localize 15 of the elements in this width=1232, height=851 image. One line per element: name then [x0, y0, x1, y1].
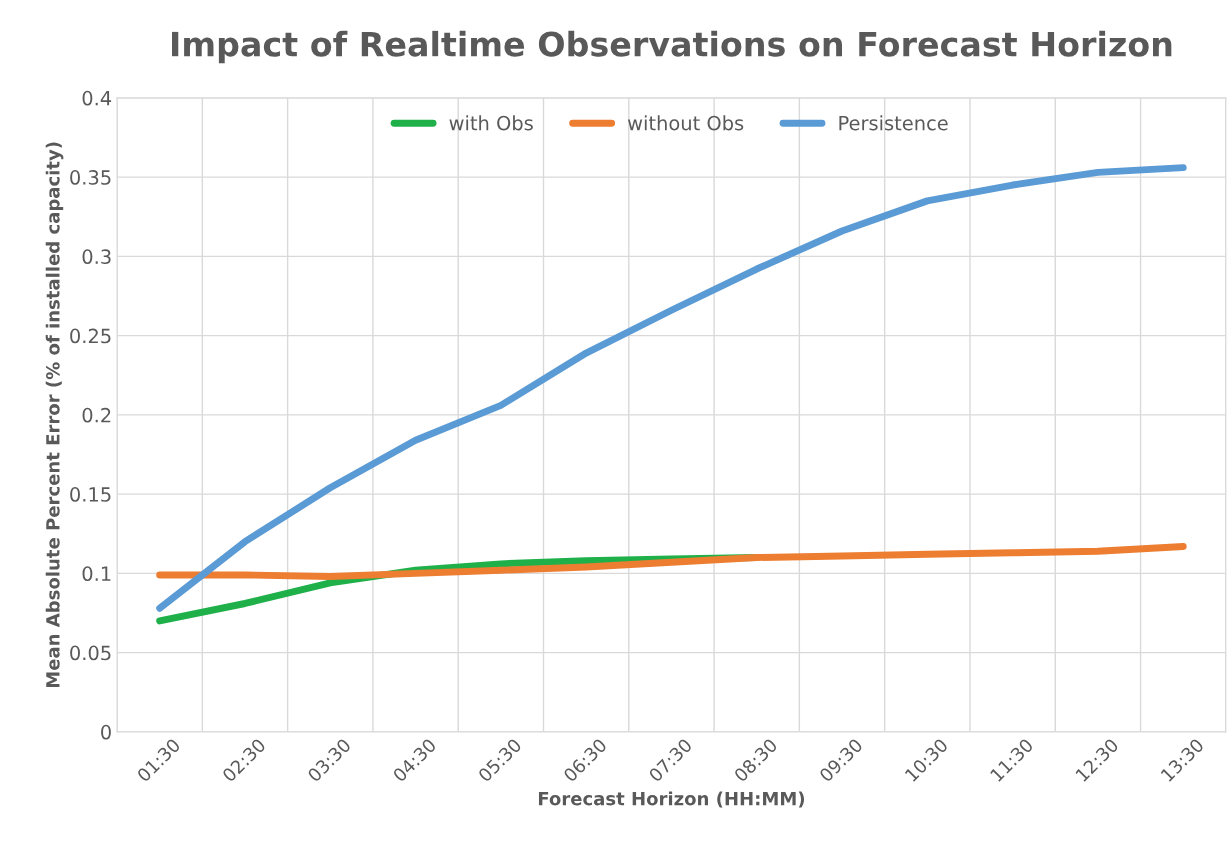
y-tick-label: 0.15 [70, 487, 111, 502]
x-axis-title: Forecast Horizon (HH:MM) [538, 791, 805, 808]
chart-title: Impact of Realtime Observations on Forecast Horizon [172, 30, 1172, 64]
y-tick-label: 0.2 [82, 407, 111, 423]
y-axis-title: Mean Absolute Percent Error (% of installed capacity) [45, 142, 64, 688]
legend-label: Persistence [839, 115, 948, 131]
y-tick-label: 0.4 [82, 90, 112, 106]
y-tick-label: 0 [101, 724, 111, 740]
legend-label: with Obs [449, 115, 533, 131]
y-tick-label: 0.1 [82, 566, 111, 582]
legend-label: without Obs [627, 115, 744, 131]
y-tick-label: 0.05 [70, 645, 111, 661]
y-tick-label: 0.3 [82, 249, 111, 265]
y-tick-label: 0.25 [70, 328, 111, 344]
y-tick-label: 0.35 [70, 170, 111, 185]
